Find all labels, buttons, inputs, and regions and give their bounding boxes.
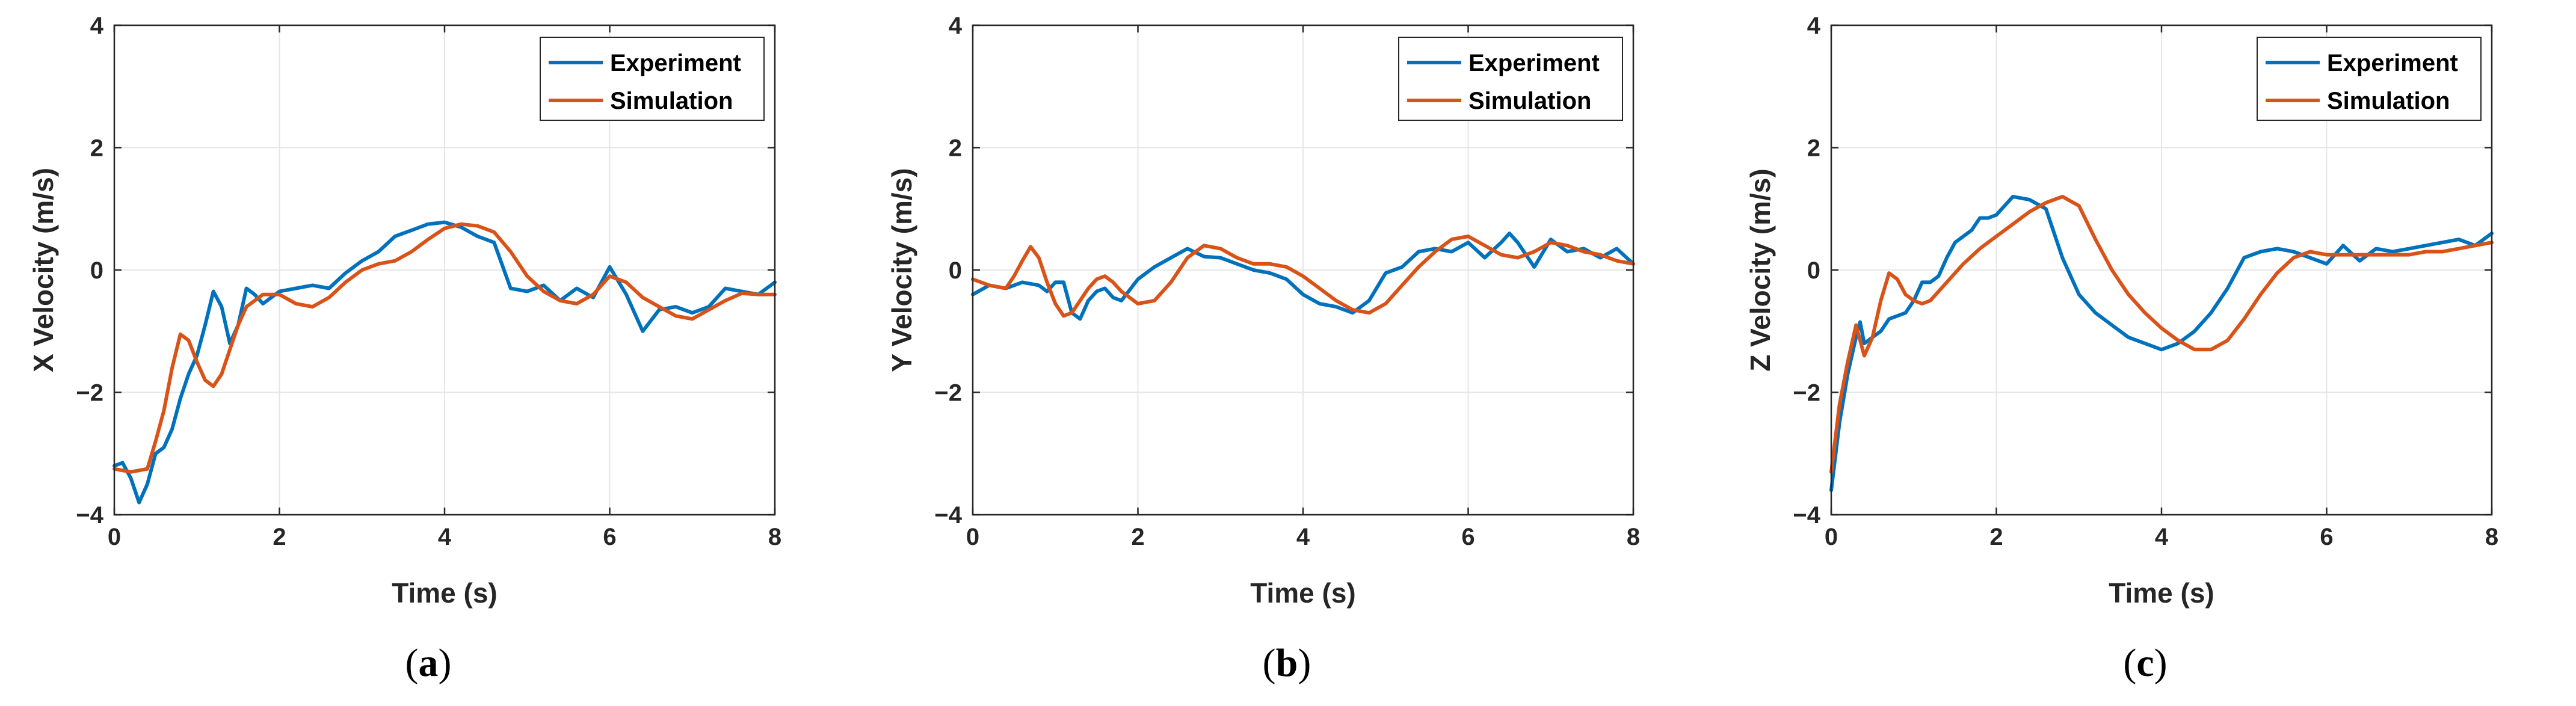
chart-b-svg: 0 2 4 6 8 4 2 0 −2 −4 Time (s) Y Velocity (m/s) Expe… <box>886 13 1640 609</box>
chart-panel-b: 0 2 4 6 8 4 2 0 −2 −4 Time (s) Y Velocity (m/s) Expe… <box>858 0 1717 706</box>
legend-box <box>540 37 765 121</box>
y-tick-label: 0 <box>1807 257 1820 284</box>
series-line-simulation <box>112 222 777 474</box>
y-axis-label: Z Velocity (m/s) <box>1745 168 1776 371</box>
y-axis-label: X Velocity (m/s) <box>28 168 59 372</box>
chart-panel-a: 0 2 4 6 8 4 2 0 −2 −4 Time (s) X Velocity (m/s) Expe… <box>0 0 858 706</box>
x-tick-label: 0 <box>966 524 979 550</box>
x-tick-label: 0 <box>1825 524 1838 550</box>
legend-label-simulation: Simulation <box>1468 88 1591 114</box>
chart-c-svg: 0 2 4 6 8 4 2 0 −2 −4 Time (s) Z Velocity (m/s) Expe… <box>1745 13 2498 609</box>
legend-label-simulation: Simulation <box>2327 88 2450 114</box>
series-line-simulation <box>1829 194 2494 474</box>
y-tick-label: −2 <box>934 380 962 407</box>
x-tick-label: 8 <box>768 524 781 550</box>
legend-box <box>1398 37 1623 121</box>
x-tick-label: 8 <box>2485 524 2498 550</box>
chart-panel-c: 0 2 4 6 8 4 2 0 −2 −4 Time (s) Z Velocity (m/s) Expe… <box>1717 0 2576 706</box>
y-tick-label: 0 <box>949 257 962 284</box>
x-tick-label: 8 <box>1627 524 1640 550</box>
x-tick-label: 4 <box>438 524 452 550</box>
x-axis-label: Time (s) <box>392 577 498 609</box>
y-tick-label: 4 <box>90 13 104 39</box>
y-tick-label: 2 <box>1807 135 1820 162</box>
x-tick-label: 6 <box>1461 524 1474 550</box>
x-axis-label: Time (s) <box>1250 577 1356 609</box>
series-line-experiment <box>971 232 1635 321</box>
x-tick-label: 4 <box>2155 524 2169 550</box>
y-tick-label: −4 <box>934 502 962 529</box>
y-tick-label: −2 <box>1793 380 1820 407</box>
legend-label-experiment: Experiment <box>1468 50 1600 76</box>
legend-label-experiment: Experiment <box>2327 50 2458 76</box>
y-tick-label: 4 <box>949 13 963 39</box>
x-axis-label: Time (s) <box>2109 577 2214 609</box>
y-tick-label: 0 <box>90 257 103 284</box>
x-tick-label: 6 <box>603 524 616 550</box>
x-tick-label: 6 <box>2320 524 2333 550</box>
legend-label-experiment: Experiment <box>610 50 741 76</box>
chart-c-caption: (c) <box>2123 641 2168 685</box>
y-tick-label: 2 <box>90 135 103 162</box>
y-axis-label: Y Velocity (m/s) <box>886 168 917 372</box>
x-tick-label: 2 <box>1131 524 1144 550</box>
x-tick-label: 0 <box>108 524 121 550</box>
series-line-simulation <box>971 235 1635 318</box>
chart-b-caption: (b) <box>1262 641 1311 685</box>
chart-a-svg: 0 2 4 6 8 4 2 0 −2 −4 Time (s) X Velocity (m/s) Expe… <box>28 13 781 609</box>
legend-box <box>2257 37 2482 121</box>
y-tick-label: 2 <box>949 135 962 162</box>
chart-a-caption: (a) <box>405 641 452 685</box>
x-tick-label: 2 <box>273 524 286 550</box>
x-tick-label: 2 <box>1989 524 2003 550</box>
legend-label-simulation: Simulation <box>610 88 733 114</box>
y-tick-label: −2 <box>76 380 103 407</box>
series-line-experiment <box>112 220 777 505</box>
y-tick-label: 4 <box>1807 13 1821 39</box>
x-tick-label: 4 <box>1296 524 1310 550</box>
y-tick-label: −4 <box>76 502 103 529</box>
y-tick-label: −4 <box>1793 502 1820 529</box>
